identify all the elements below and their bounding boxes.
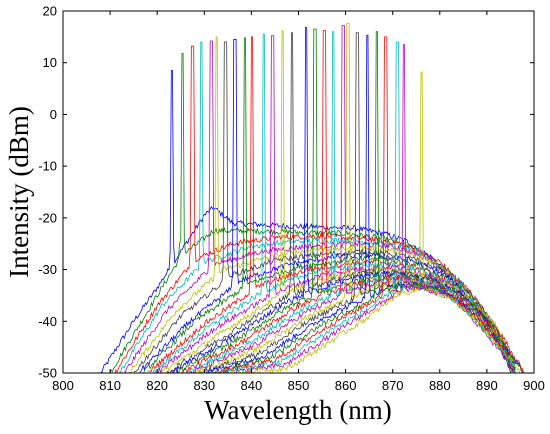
y-tick-label-0: -50	[38, 366, 57, 381]
y-tick-label-5: 0	[50, 107, 57, 122]
x-tick-label-8: 880	[429, 378, 451, 393]
x-tick-label-9: 890	[476, 378, 498, 393]
x-tick-label-5: 850	[288, 378, 310, 393]
x-tick-label-7: 870	[382, 378, 404, 393]
y-tick-label-4: -10	[38, 159, 57, 174]
y-tick-label-1: -40	[38, 314, 57, 329]
series-line-26	[229, 71, 521, 373]
x-tick-label-1: 810	[99, 378, 121, 393]
series-line-23	[213, 36, 516, 373]
x-tick-label-0: 800	[52, 378, 74, 393]
series-line-21	[204, 34, 516, 373]
y-tick-label-7: 20	[43, 4, 57, 19]
series-line-25	[222, 44, 515, 373]
series-line-10	[152, 33, 516, 373]
x-tick-label-10: 900	[523, 378, 545, 393]
x-tick-label-2: 820	[146, 378, 168, 393]
y-tick-label-6: 10	[43, 55, 57, 70]
y-axis: -50 -40 -30 -20 -10 0 10 20	[38, 4, 534, 381]
series-line-14	[170, 27, 516, 373]
y-tick-label-3: -20	[38, 210, 57, 225]
x-axis: 800 810 820 830 840 850 860 870 880 890 900	[52, 11, 545, 393]
series-line-8	[143, 37, 516, 373]
series-layer	[100, 23, 525, 373]
series-line-6	[133, 41, 516, 373]
x-axis-title: Wavelength (nm)	[204, 395, 392, 425]
x-tick-label-3: 830	[193, 378, 215, 393]
x-tick-label-4: 840	[241, 378, 263, 393]
x-tick-label-6: 860	[335, 378, 357, 393]
y-tick-label-2: -30	[38, 262, 57, 277]
y-axis-title: Intensity (dBm)	[4, 106, 34, 278]
